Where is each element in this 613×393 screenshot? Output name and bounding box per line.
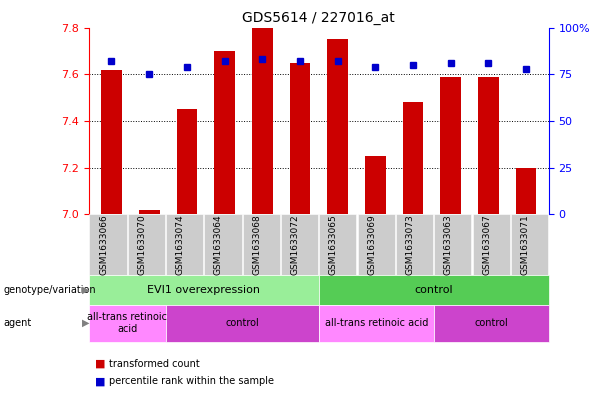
Bar [403, 102, 424, 214]
Bar [365, 156, 386, 214]
Text: GSM1633070: GSM1633070 [137, 214, 147, 275]
Text: control: control [414, 285, 453, 295]
Text: control: control [474, 318, 508, 328]
Text: ■: ■ [95, 358, 105, 369]
Text: GSM1633072: GSM1633072 [291, 214, 300, 275]
Text: agent: agent [3, 318, 31, 328]
Text: GSM1633063: GSM1633063 [444, 214, 453, 275]
Text: control: control [225, 318, 259, 328]
Bar [139, 209, 159, 214]
Bar [516, 167, 536, 214]
Text: GSM1633065: GSM1633065 [329, 214, 338, 275]
Text: transformed count: transformed count [109, 358, 199, 369]
Bar [289, 62, 310, 214]
Bar [478, 77, 499, 214]
Bar [440, 77, 461, 214]
Text: ■: ■ [95, 376, 105, 386]
Text: GSM1633069: GSM1633069 [367, 214, 376, 275]
Text: percentile rank within the sample: percentile rank within the sample [109, 376, 273, 386]
Bar [101, 70, 122, 214]
Text: GSM1633074: GSM1633074 [176, 214, 185, 275]
Text: genotype/variation: genotype/variation [3, 285, 96, 295]
Text: all-trans retinoic
acid: all-trans retinoic acid [87, 312, 167, 334]
Text: GSM1633064: GSM1633064 [214, 214, 223, 275]
Text: GSM1633071: GSM1633071 [520, 214, 530, 275]
Text: GSM1633073: GSM1633073 [406, 214, 414, 275]
Text: all-trans retinoic acid: all-trans retinoic acid [324, 318, 428, 328]
Text: GSM1633068: GSM1633068 [253, 214, 261, 275]
Title: GDS5614 / 227016_at: GDS5614 / 227016_at [242, 11, 395, 25]
Text: GSM1633066: GSM1633066 [99, 214, 108, 275]
Bar [252, 28, 273, 214]
Bar [177, 109, 197, 214]
Bar [327, 39, 348, 214]
Text: ▶: ▶ [82, 285, 89, 295]
Text: GSM1633067: GSM1633067 [482, 214, 491, 275]
Bar [214, 51, 235, 214]
Text: ▶: ▶ [82, 318, 89, 328]
Text: EVI1 overexpression: EVI1 overexpression [147, 285, 261, 295]
